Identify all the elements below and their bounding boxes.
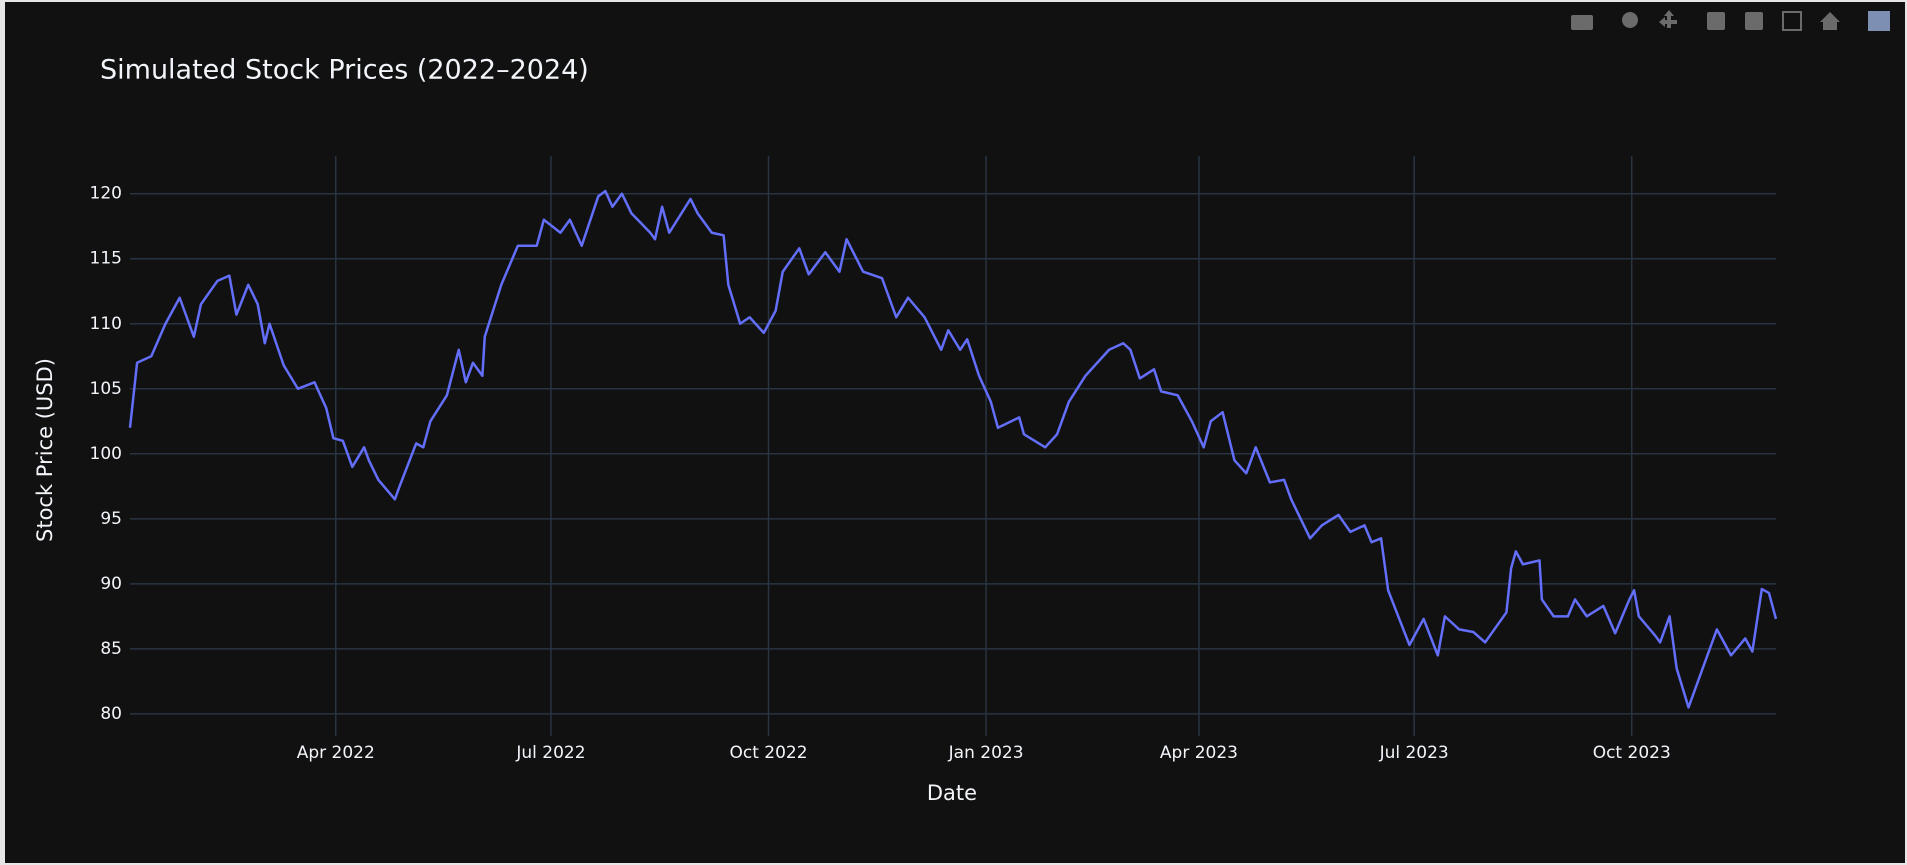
- zoom-in-icon[interactable]: [1707, 12, 1725, 30]
- plotly-logo[interactable]: [1868, 11, 1890, 31]
- y-tick-label: 110: [90, 314, 122, 334]
- y-tick-label: 90: [100, 574, 122, 594]
- y-tick-label: 105: [90, 379, 122, 399]
- x-tick-label: Jan 2023: [948, 743, 1024, 763]
- pan-icon[interactable]: [1659, 10, 1677, 28]
- y-tick-label: 80: [100, 704, 122, 724]
- chart-title: Simulated Stock Prices (2022–2024): [100, 55, 589, 86]
- x-tick-label: Jul 2023: [1379, 743, 1449, 763]
- plot-area: [128, 189, 1778, 709]
- modebar: [1571, 10, 1890, 31]
- grid: 80 85 90 95 100 105 110 115 120 Apr 2022 Jul 2022 O…: [90, 156, 1776, 763]
- y-tick-label: 120: [90, 184, 122, 204]
- y-tick-label: 100: [90, 444, 122, 464]
- x-axis-title: Date: [927, 781, 977, 805]
- price-line: [128, 189, 1778, 709]
- y-axis-title: Stock Price (USD): [33, 358, 57, 542]
- x-tick-label: Oct 2022: [730, 743, 808, 763]
- x-tick-label: Apr 2022: [297, 743, 375, 763]
- y-tick-label: 95: [100, 509, 122, 529]
- x-tick-label: Apr 2023: [1160, 743, 1238, 763]
- camera-icon[interactable]: [1571, 15, 1593, 30]
- x-tick-label: Jul 2022: [515, 743, 585, 763]
- autoscale-icon[interactable]: [1782, 11, 1802, 31]
- x-tick-label: Oct 2023: [1593, 743, 1671, 763]
- reset-icon[interactable]: [1820, 12, 1840, 30]
- zoom-out-icon[interactable]: [1745, 12, 1763, 30]
- zoom-icon[interactable]: [1622, 12, 1638, 28]
- y-tick-label: 115: [90, 249, 122, 269]
- background: [5, 2, 1905, 863]
- y-tick-label: 85: [100, 639, 122, 659]
